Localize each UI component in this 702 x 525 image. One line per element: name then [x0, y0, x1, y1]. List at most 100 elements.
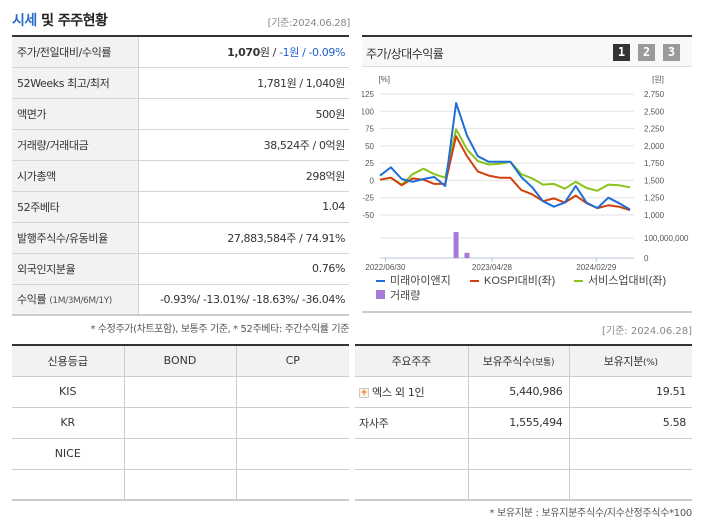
svg-text:서비스업대비(좌): 서비스업대비(좌) [588, 274, 666, 287]
row-label: 시가총액 [12, 160, 139, 192]
svg-text:75: 75 [365, 125, 374, 134]
row-value: -0.93%/ -13.01%/ -18.63%/ -36.04% [138, 284, 349, 316]
chart-tab-2[interactable]: 2 [638, 44, 655, 61]
table-row [355, 438, 692, 470]
holder-shares [468, 438, 570, 470]
table-row: KR [12, 407, 349, 439]
table-row: NICE [12, 438, 349, 470]
svg-text:125: 125 [362, 90, 375, 99]
svg-text:0: 0 [370, 176, 375, 185]
svg-text:[원]: [원] [652, 75, 664, 84]
holder-name [355, 469, 469, 501]
cp-cell [236, 407, 349, 439]
table-row: 거래량/거래대금 38,524주 / 0억원 [12, 129, 349, 161]
expand-plus-icon[interactable]: + [359, 387, 369, 398]
agency-cell: KIS [12, 376, 125, 408]
svg-text:2,000: 2,000 [644, 142, 665, 151]
chart-title: 주가/상대수익률 [366, 47, 444, 61]
row-label: 거래량/거래대금 [12, 129, 139, 161]
chart-tab-1[interactable]: 1 [613, 44, 630, 61]
holder-base-date: [기준: 2024.06.28] [601, 326, 692, 337]
table-row: KIS [12, 376, 349, 408]
agency-cell: KR [12, 407, 125, 439]
svg-text:-50: -50 [362, 211, 374, 220]
holder-note: * 보유지분 : 보유지분주식수/지수산정주식수*100 [489, 508, 692, 519]
svg-text:25: 25 [365, 159, 374, 168]
holder-pct [569, 469, 692, 501]
svg-text:2023/04/28: 2023/04/28 [472, 263, 513, 272]
svg-text:100,000,000: 100,000,000 [644, 234, 689, 243]
chart-tabs: 1 2 3 [613, 44, 680, 61]
table-row: 수익률 (1M/3M/6M/1Y) -0.93%/ -13.01%/ -18.6… [12, 284, 349, 316]
svg-text:2024/02/29: 2024/02/29 [576, 263, 617, 272]
col-header: 신용등급 [12, 345, 125, 377]
page-title: 시세 및 주주현황 [12, 13, 108, 29]
row-label: 52주베타 [12, 191, 139, 223]
holder-name: + 엑스 외 1인 [355, 376, 469, 408]
holder-shares [468, 469, 570, 501]
row-label: 액면가 [12, 98, 139, 130]
table-row: + 엑스 외 1인 5,440,986 19.51 [355, 376, 692, 408]
svg-text:2022/06/30: 2022/06/30 [365, 263, 406, 272]
row-value: 500원 [138, 98, 349, 130]
row-value: 38,524주 / 0억원 [138, 129, 349, 161]
table-row: 외국인지분율 0.76% [12, 253, 349, 285]
svg-text:2,250: 2,250 [644, 125, 665, 134]
svg-text:2,500: 2,500 [644, 107, 665, 116]
holder-pct [569, 438, 692, 470]
bond-cell [124, 469, 237, 501]
table-header-row: 신용등급 BOND CP [12, 345, 349, 377]
row-label: 외국인지분율 [12, 253, 139, 285]
table-row [355, 469, 692, 501]
bond-cell [124, 438, 237, 470]
table-row: 52주베타 1.04 [12, 191, 349, 223]
holder-pct: 19.51 [569, 376, 692, 408]
svg-text:1,250: 1,250 [644, 194, 665, 203]
section-header: 시세 및 주주현황 [기준:2024.06.28] [12, 10, 350, 34]
volume-bars [453, 232, 470, 258]
holder-link[interactable]: 엑스 외 1인 [372, 385, 425, 399]
table-row: 시가총액 298억원 [12, 160, 349, 192]
holder-name: 자사주 [355, 407, 469, 439]
row-label: 52Weeks 최고/최저 [12, 67, 139, 99]
svg-text:1,500: 1,500 [644, 176, 665, 185]
relative-return-chart: [%] [원] 125 2,750 100 2,500 75 2,250 50 2,000 25 1,… [362, 75, 689, 302]
row-value: 298억원 [138, 160, 349, 192]
chart-panel: 주가/상대수익률 1 2 3 [%] [원] 125 2,750 100 2,500 75 2… [362, 35, 692, 313]
table-row: 발행주식수/유동비율 27,883,584주 / 74.91% [12, 222, 349, 254]
svg-text:[%]: [%] [378, 75, 390, 84]
svg-text:1,000: 1,000 [644, 211, 665, 220]
agency-cell: NICE [12, 438, 125, 470]
row-value: 1,070원 / -1원 / -0.09% [138, 36, 349, 68]
price-summary-table: 주가/전일대비/수익률 1,070원 / -1원 / -0.09% 52Week… [12, 35, 349, 316]
row-label: 수익률 (1M/3M/6M/1Y) [12, 284, 139, 316]
chart-legend: 미래아이앤지 KOSPI대비(좌) 서비스업대비(좌) 거래량 [376, 274, 666, 302]
table-row: 자사주 1,555,494 5.58 [355, 407, 692, 439]
chart-header: 주가/상대수익률 1 2 3 [362, 37, 692, 67]
col-header: 주요주주 [355, 345, 469, 377]
price-note: * 수정주가(차트포함), 보통주 기준, * 52주베타: 주간수익률 기준 [90, 324, 349, 335]
row-value: 0.76% [138, 253, 349, 285]
svg-text:거래량: 거래량 [390, 289, 420, 302]
svg-text:KOSPI대비(좌): KOSPI대비(좌) [484, 274, 555, 287]
major-holders-table: 주요주주 보유주식수(보통) 보유지분(%) + 엑스 외 1인 5,440,98… [355, 344, 692, 501]
row-value: 1,781원 / 1,040원 [138, 67, 349, 99]
table-row [12, 469, 349, 501]
axis-ticks: [%] [원] 125 2,750 100 2,500 75 2,250 50 2,000 25 1,… [362, 75, 689, 272]
svg-text:-25: -25 [362, 194, 374, 203]
holder-name [355, 438, 469, 470]
col-header: 보유주식수(보통) [468, 345, 570, 377]
cp-cell [236, 469, 349, 501]
bond-cell [124, 376, 237, 408]
cp-cell [236, 438, 349, 470]
col-header: BOND [124, 345, 237, 377]
chart-lines [379, 102, 631, 212]
table-row: 주가/전일대비/수익률 1,070원 / -1원 / -0.09% [12, 36, 349, 68]
svg-text:50: 50 [365, 142, 374, 151]
svg-text:1,750: 1,750 [644, 159, 665, 168]
svg-text:0: 0 [644, 254, 649, 263]
col-header: CP [236, 345, 349, 377]
chart-tab-3[interactable]: 3 [663, 44, 680, 61]
table-row: 52Weeks 최고/최저 1,781원 / 1,040원 [12, 67, 349, 99]
svg-text:100: 100 [362, 107, 375, 116]
